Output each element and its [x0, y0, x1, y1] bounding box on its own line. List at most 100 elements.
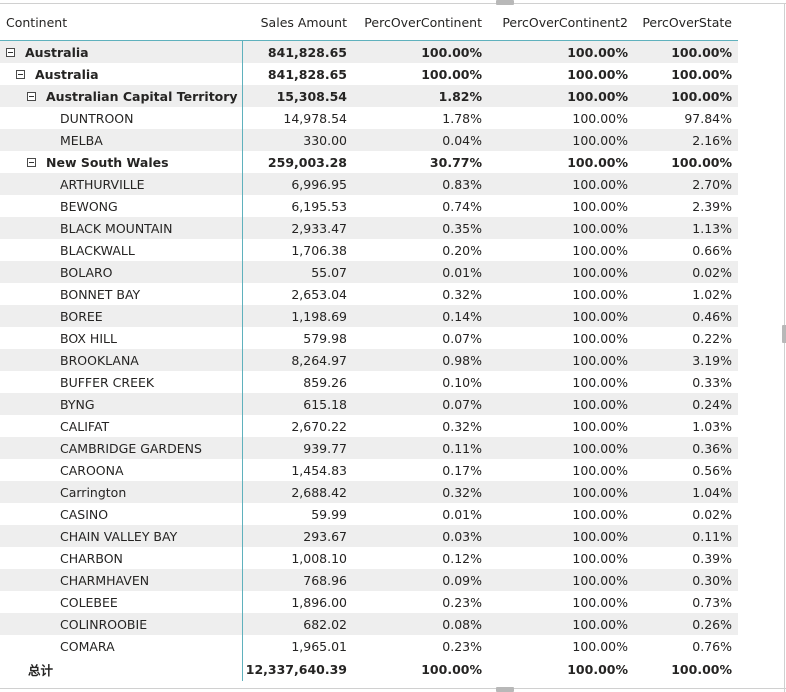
- row-header-cell[interactable]: BLACK MOUNTAIN: [0, 217, 243, 239]
- perc-over-continent2-cell: 100.00%: [488, 40, 634, 63]
- row-header-cell[interactable]: CALIFAT: [0, 415, 243, 437]
- row-header-cell[interactable]: CHARBON: [0, 547, 243, 569]
- table-row[interactable]: CHARBON 1,008.10 0.12% 100.00% 0.39%: [0, 547, 738, 569]
- table-row[interactable]: Carrington 2,688.42 0.32% 100.00% 1.04%: [0, 481, 738, 503]
- perc-over-state-cell: 0.36%: [634, 437, 738, 459]
- row-label: MELBA: [60, 132, 103, 148]
- subtotal-row[interactable]: Australia 841,828.65 100.00% 100.00% 100.00%: [0, 40, 738, 63]
- perc-over-state-cell: 0.30%: [634, 569, 738, 591]
- row-header-cell[interactable]: COLEBEE: [0, 591, 243, 613]
- resize-grip-bottom-icon[interactable]: [496, 687, 514, 692]
- row-header-cell[interactable]: New South Wales: [0, 151, 243, 173]
- table-row[interactable]: BOREE 1,198.69 0.14% 100.00% 0.46%: [0, 305, 738, 327]
- row-header-cell[interactable]: BLACKWALL: [0, 239, 243, 261]
- column-header-continent[interactable]: Continent: [0, 4, 242, 41]
- grand-total-label: 总计: [28, 662, 54, 678]
- table-row[interactable]: BYNG 615.18 0.07% 100.00% 0.24%: [0, 393, 738, 415]
- table-row[interactable]: MELBA 330.00 0.04% 100.00% 2.16%: [0, 129, 738, 151]
- table-row[interactable]: CASINO 59.99 0.01% 100.00% 0.02%: [0, 503, 738, 525]
- row-header-cell[interactable]: Australia: [0, 63, 243, 85]
- table-row[interactable]: DUNTROON 14,978.54 1.78% 100.00% 97.84%: [0, 107, 738, 129]
- perc-over-state-cell: 100.00%: [671, 66, 732, 82]
- perc-over-continent2-cell: 100.00%: [488, 261, 634, 283]
- row-header-cell[interactable]: BOX HILL: [0, 327, 243, 349]
- visual-frame-bottom: [0, 688, 786, 689]
- collapse-minus-icon[interactable]: [27, 91, 36, 101]
- collapse-minus-icon[interactable]: [27, 157, 36, 167]
- subtotal-row[interactable]: Australia 841,828.65 100.00% 100.00% 100.00%: [0, 63, 738, 85]
- perc-over-continent2-cell: 100.00%: [488, 481, 634, 503]
- total-perc-over-state-cell: 100.00%: [671, 661, 732, 677]
- row-header-cell[interactable]: BROOKLANA: [0, 349, 243, 371]
- table-row[interactable]: BOLARO 55.07 0.01% 100.00% 0.02%: [0, 261, 738, 283]
- row-header-cell[interactable]: ARTHURVILLE: [0, 173, 243, 195]
- row-header-cell[interactable]: Australia: [0, 40, 243, 63]
- perc-over-continent2-cell: 100.00%: [572, 462, 628, 478]
- row-header: BONNET BAY: [0, 287, 140, 302]
- table-row[interactable]: BUFFER CREEK 859.26 0.10% 100.00% 0.33%: [0, 371, 738, 393]
- column-header-sales-amount[interactable]: Sales Amount: [242, 4, 353, 41]
- sales-amount-cell: 8,264.97: [242, 349, 353, 371]
- perc-over-state-cell: 0.56%: [692, 462, 732, 478]
- table-row[interactable]: BLACKWALL 1,706.38 0.20% 100.00% 0.66%: [0, 239, 738, 261]
- column-header-perc-over-continent2[interactable]: PercOverContinent2: [488, 4, 634, 41]
- table-row[interactable]: BROOKLANA 8,264.97 0.98% 100.00% 3.19%: [0, 349, 738, 371]
- table-row[interactable]: BONNET BAY 2,653.04 0.32% 100.00% 1.02%: [0, 283, 738, 305]
- sales-amount-cell: 2,688.42: [242, 481, 353, 503]
- row-header-cell[interactable]: BONNET BAY: [0, 283, 243, 305]
- row-header: ARTHURVILLE: [0, 177, 145, 192]
- collapse-minus-icon[interactable]: [16, 69, 25, 79]
- table-row[interactable]: BOX HILL 579.98 0.07% 100.00% 0.22%: [0, 327, 738, 349]
- perc-over-continent2-cell: 100.00%: [488, 217, 634, 239]
- row-label: CHAIN VALLEY BAY: [60, 528, 178, 544]
- table-row[interactable]: CAMBRIDGE GARDENS 939.77 0.11% 100.00% 0.36%: [0, 437, 738, 459]
- row-label: COMARA: [60, 638, 115, 654]
- visual-frame-top: [0, 3, 786, 4]
- resize-grip-right-icon[interactable]: [782, 325, 786, 343]
- perc-over-continent-cell: 0.32%: [353, 481, 488, 503]
- row-header-cell[interactable]: CHAIN VALLEY BAY: [0, 525, 243, 547]
- row-header-cell[interactable]: CAROONA: [0, 459, 243, 481]
- table-row[interactable]: COMARA 1,965.01 0.23% 100.00% 0.76%: [0, 635, 738, 657]
- row-header-cell[interactable]: Carrington: [0, 481, 243, 503]
- table-row[interactable]: CAROONA 1,454.83 0.17% 100.00% 0.56%: [0, 459, 738, 481]
- collapse-minus-icon[interactable]: [6, 47, 15, 57]
- subtotal-row[interactable]: Australian Capital Territory 15,308.54 1.8…: [0, 85, 738, 107]
- perc-over-continent-cell: 0.07%: [442, 330, 482, 346]
- perc-over-continent2-cell: 100.00%: [572, 330, 628, 346]
- row-header-cell[interactable]: CHARMHAVEN: [0, 569, 243, 591]
- matrix-header: Continent Sales Amount PercOverContinent…: [0, 4, 738, 41]
- row-header-cell[interactable]: CASINO: [0, 503, 243, 525]
- sales-amount-cell: 841,828.65: [267, 66, 347, 82]
- sales-amount-cell: 2,670.22: [291, 418, 347, 434]
- subtotal-row[interactable]: New South Wales 259,003.28 30.77% 100.00% 10…: [0, 151, 738, 173]
- table-row[interactable]: CHAIN VALLEY BAY 293.67 0.03% 100.00% 0.11%: [0, 525, 738, 547]
- perc-over-continent2-cell: 100.00%: [572, 198, 628, 214]
- table-row[interactable]: BLACK MOUNTAIN 2,933.47 0.35% 100.00% 1.13%: [0, 217, 738, 239]
- row-header-cell[interactable]: COMARA: [0, 635, 243, 657]
- row-header-cell[interactable]: CAMBRIDGE GARDENS: [0, 437, 243, 459]
- row-header-cell[interactable]: BYNG: [0, 393, 243, 415]
- table-row[interactable]: BEWONG 6,195.53 0.74% 100.00% 2.39%: [0, 195, 738, 217]
- table-row[interactable]: COLINROOBIE 682.02 0.08% 100.00% 0.26%: [0, 613, 738, 635]
- row-header-cell[interactable]: BUFFER CREEK: [0, 371, 243, 393]
- table-row[interactable]: CALIFAT 2,670.22 0.32% 100.00% 1.03%: [0, 415, 738, 437]
- perc-over-continent-cell: 0.07%: [353, 393, 488, 415]
- row-header-cell[interactable]: COLINROOBIE: [0, 613, 243, 635]
- row-header-cell[interactable]: BEWONG: [0, 195, 243, 217]
- column-header-perc-over-state[interactable]: PercOverState: [634, 4, 738, 41]
- row-header-cell[interactable]: DUNTROON: [0, 107, 243, 129]
- row-header-cell[interactable]: BOLARO: [0, 261, 243, 283]
- row-header: BOREE: [0, 309, 103, 324]
- row-header-cell[interactable]: MELBA: [0, 129, 243, 151]
- resize-grip-top-icon[interactable]: [496, 0, 514, 5]
- perc-over-state-cell: 2.16%: [634, 129, 738, 151]
- table-row[interactable]: COLEBEE 1,896.00 0.23% 100.00% 0.73%: [0, 591, 738, 613]
- row-label: COLINROOBIE: [60, 616, 148, 632]
- column-header-perc-over-continent[interactable]: PercOverContinent: [353, 4, 488, 41]
- table-row[interactable]: CHARMHAVEN 768.96 0.09% 100.00% 0.30%: [0, 569, 738, 591]
- row-header: CAROONA: [0, 463, 124, 478]
- table-row[interactable]: ARTHURVILLE 6,996.95 0.83% 100.00% 2.70%: [0, 173, 738, 195]
- row-header-cell[interactable]: BOREE: [0, 305, 243, 327]
- row-header-cell[interactable]: Australian Capital Territory: [0, 85, 243, 107]
